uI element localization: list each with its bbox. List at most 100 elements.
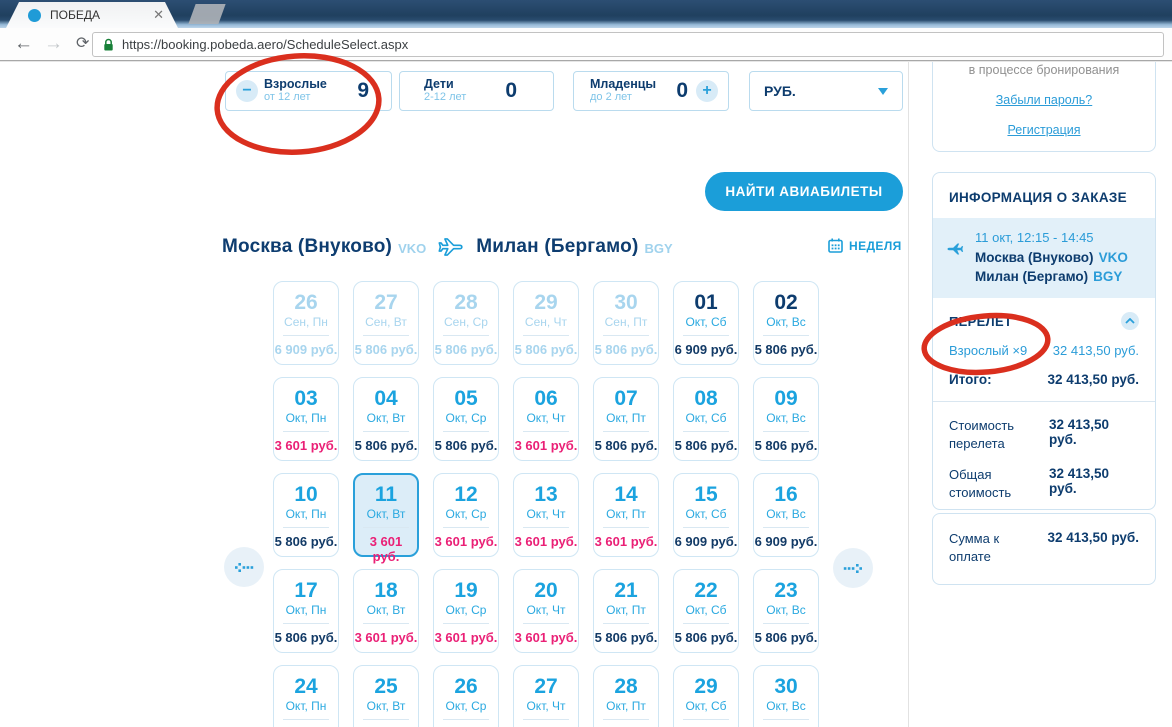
infants-plus-button[interactable]: + xyxy=(696,80,718,102)
total-cost-label: Общая стоимость xyxy=(949,467,1012,500)
selected-flight-summary: 11 окт, 12:15 - 14:45 Москва (Внуково) VK… xyxy=(933,218,1155,298)
calendar-cell[interactable]: 16 Окт, Вс 6 909 руб. xyxy=(753,473,819,557)
infants-label: Младенцы xyxy=(590,77,657,91)
week-link-label: НЕДЕЛЯ xyxy=(849,238,902,253)
browser-tabstrip: ПОБЕДА ✕ xyxy=(0,0,1172,28)
calendar-cell[interactable]: 04 Окт, Вт 5 806 руб. xyxy=(353,377,419,461)
address-bar[interactable]: https://booking.pobeda.aero/ScheduleSele… xyxy=(92,32,1164,57)
calendar-cell[interactable]: 09 Окт, Вс 5 806 руб. xyxy=(753,377,819,461)
calendar-cell[interactable]: 12 Окт, Ср 3 601 руб. xyxy=(433,473,499,557)
chevron-up-icon xyxy=(1125,318,1135,324)
infants-sublabel: до 2 лет xyxy=(590,91,632,103)
url-text: https://booking.pobeda.aero/ScheduleSele… xyxy=(122,37,409,52)
children-selector[interactable]: Дети 2-12 лет 0 xyxy=(399,71,554,111)
browser-toolbar: ← → ⟳ https://booking.pobeda.aero/Schedu… xyxy=(0,28,1172,61)
total-cost-value: 32 413,50 руб. xyxy=(1049,466,1110,496)
calendar-cell[interactable]: 26 Сен, Пн 6 909 руб. xyxy=(273,281,339,365)
new-tab-button[interactable] xyxy=(188,4,226,24)
next-week-button[interactable] xyxy=(833,548,873,588)
children-count: 0 xyxy=(505,79,517,102)
calendar-cell[interactable]: 27 Сен, Вт 5 806 руб. xyxy=(353,281,419,365)
currency-value: РУБ. xyxy=(764,83,796,99)
calendar-cell[interactable]: 02 Окт, Вс 5 806 руб. xyxy=(753,281,819,365)
account-panel: в процессе бронирования Забыли пароль? Р… xyxy=(932,62,1156,152)
route-to-code: BGY xyxy=(644,241,673,256)
flight-cost-section: ПЕРЕЛЁТ Взрослый ×9 32 413,50 руб. Итого… xyxy=(933,298,1155,401)
register-link[interactable]: Регистрация xyxy=(1007,123,1081,137)
calendar-cell[interactable]: 06 Окт, Чт 3 601 руб. xyxy=(513,377,579,461)
calendar-cell[interactable]: 10 Окт, Пн 5 806 руб. xyxy=(273,473,339,557)
pobeda-favicon-icon xyxy=(28,8,41,22)
flight-datetime: 11 окт, 12:15 - 14:45 xyxy=(975,230,1094,245)
subtotal-value: 32 413,50 руб. xyxy=(1047,372,1139,387)
calendar-cell[interactable]: 18 Окт, Вт 3 601 руб. xyxy=(353,569,419,653)
calendar-cell[interactable]: 07 Окт, Пт 5 806 руб. xyxy=(593,377,659,461)
plane-left-icon xyxy=(947,243,964,255)
totals-section: Стоимость перелета 32 413,50 руб. Общая … xyxy=(933,402,1155,509)
prev-week-button[interactable] xyxy=(224,547,264,587)
flight-cost-label: Стоимость перелета xyxy=(949,418,1015,451)
route-from-code: VKO xyxy=(398,241,427,256)
adults-minus-button[interactable]: − xyxy=(236,80,258,102)
calendar-cell[interactable]: 23 Окт, Вс 5 806 руб. xyxy=(753,569,819,653)
calendar-cell[interactable]: 03 Окт, Пн 3 601 руб. xyxy=(273,377,339,461)
calendar-cell-selected[interactable]: 11 Окт, Вт 3 601 руб. xyxy=(353,473,419,564)
payment-due-value: 32 413,50 руб. xyxy=(1047,530,1139,545)
calendar-cell[interactable]: 22 Окт, Сб 5 806 руб. xyxy=(673,569,739,653)
route-to: Милан (Бергамо) xyxy=(476,236,639,257)
section-divider xyxy=(933,401,1155,402)
payment-panel: Сумма к оплате 32 413,50 руб. xyxy=(932,513,1156,585)
calendar-cell[interactable]: 21 Окт, Пт 5 806 руб. xyxy=(593,569,659,653)
collapse-section-button[interactable] xyxy=(1121,312,1139,330)
calendar-cell[interactable]: 05 Окт, Ср 5 806 руб. xyxy=(433,377,499,461)
children-label: Дети xyxy=(424,77,454,91)
payment-due-label: Сумма к оплате xyxy=(949,531,1000,564)
calendar-icon xyxy=(828,238,843,253)
passenger-type-link[interactable]: Взрослый ×9 xyxy=(949,343,1028,358)
route-header: Москва (Внуково) VKO Милан (Бергамо) BGY xyxy=(222,232,673,262)
calendar-cell[interactable]: 01 Окт, Сб 6 909 руб. xyxy=(673,281,739,365)
back-icon[interactable]: ← xyxy=(14,33,33,54)
flight-section-title: ПЕРЕЛЁТ xyxy=(949,314,1013,329)
calendar-cell[interactable]: 13 Окт, Чт 3 601 руб. xyxy=(513,473,579,557)
tab-title: ПОБЕДА xyxy=(50,8,100,22)
booking-page: − Взрослые от 12 лет 9 Дети 2-12 лет 0 М… xyxy=(0,61,1172,727)
calendar-cell[interactable]: 15 Окт, Сб 6 909 руб. xyxy=(673,473,739,557)
calendar-cell[interactable]: 28 Сен, Ср 5 806 руб. xyxy=(433,281,499,365)
dotted-arrow-left-icon xyxy=(235,562,254,572)
plane-icon xyxy=(438,238,463,256)
calendar-cell[interactable]: 30 Сен, Пт 5 806 руб. xyxy=(593,281,659,365)
calendar-cell[interactable]: 14 Окт, Пт 3 601 руб. xyxy=(593,473,659,557)
calendar-cell[interactable]: 08 Окт, Сб 5 806 руб. xyxy=(673,377,739,461)
calendar-cell[interactable]: 29 Сен, Чт 5 806 руб. xyxy=(513,281,579,365)
calendar-cell[interactable]: 17 Окт, Пн 5 806 руб. xyxy=(273,569,339,653)
currency-dropdown[interactable]: РУБ. xyxy=(749,71,903,111)
reload-icon[interactable]: ⟳ xyxy=(76,35,90,52)
find-tickets-button[interactable]: НАЙТИ АВИАБИЛЕТЫ xyxy=(705,172,903,211)
calendar-cell[interactable]: 19 Окт, Ср 3 601 руб. xyxy=(433,569,499,653)
passenger-price: 32 413,50 руб. xyxy=(1052,343,1139,358)
flight-cost-value: 32 413,50 руб. xyxy=(1049,417,1110,447)
flight-to: Милан (Бергамо) BGY xyxy=(975,269,1123,284)
account-note: в процессе бронирования xyxy=(968,63,1120,77)
dotted-arrow-right-icon xyxy=(843,563,862,573)
calendar-cell[interactable]: 20 Окт, Чт 3 601 руб. xyxy=(513,569,579,653)
infants-selector[interactable]: Младенцы до 2 лет 0 + xyxy=(573,71,729,111)
forgot-password-link[interactable]: Забыли пароль? xyxy=(995,93,1093,107)
adults-count: 9 xyxy=(357,79,369,102)
fare-calendar: 26 Сен, Пн 6 909 руб. 27 Сен, Вт 5 806 руб. … xyxy=(273,281,819,727)
week-view-link[interactable]: НЕДЕЛЯ xyxy=(828,238,902,253)
browser-tab[interactable]: ПОБЕДА ✕ xyxy=(6,2,178,28)
tab-close-icon[interactable]: ✕ xyxy=(153,7,164,22)
adults-selector[interactable]: − Взрослые от 12 лет 9 xyxy=(225,71,392,111)
chevron-down-icon xyxy=(878,87,888,95)
children-sublabel: 2-12 лет xyxy=(424,91,467,103)
forward-icon[interactable]: → xyxy=(44,33,63,54)
